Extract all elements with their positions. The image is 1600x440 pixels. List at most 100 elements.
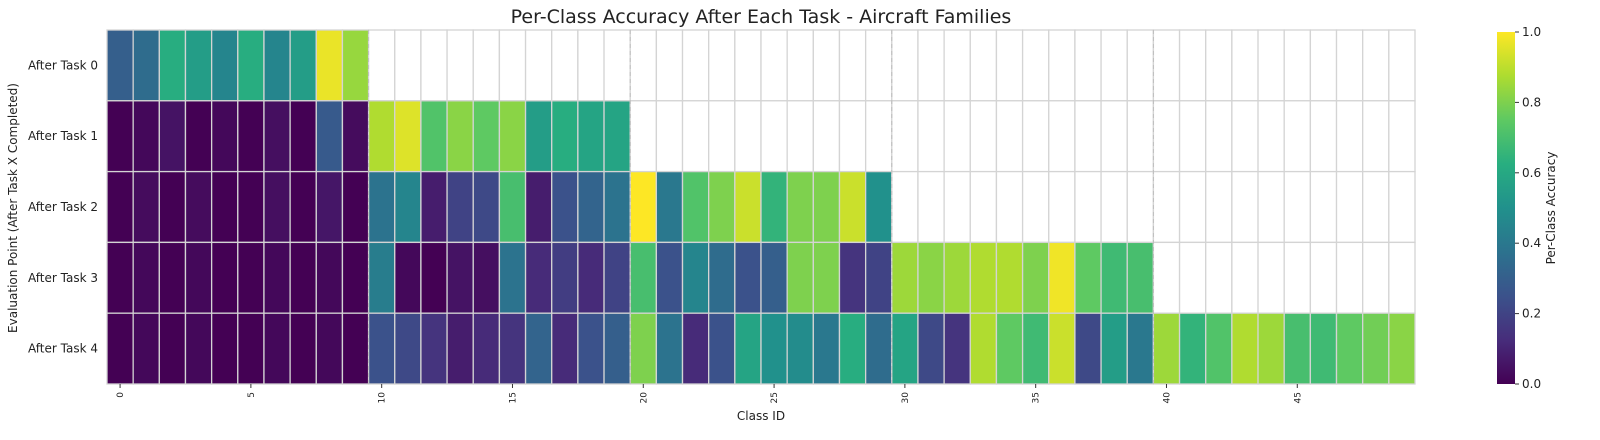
heatmap-cell — [1309, 241, 1338, 314]
heatmap-cell — [1309, 100, 1338, 173]
heatmap-cell — [943, 29, 971, 102]
heatmap-cell — [263, 170, 291, 244]
heatmap-cell — [263, 312, 291, 385]
heatmap-cell — [341, 29, 370, 102]
heatmap-cell — [1152, 312, 1181, 385]
x-tick-label: 20 — [639, 392, 649, 404]
heatmap-cell — [1021, 29, 1050, 102]
heatmap-cell — [995, 100, 1024, 173]
heatmap-cell — [184, 241, 213, 314]
heatmap-cell — [629, 312, 658, 385]
heatmap-cell — [472, 100, 501, 173]
heatmap-cell — [237, 241, 265, 314]
heatmap-cell — [1231, 170, 1259, 244]
heatmap-cell — [472, 29, 501, 102]
heatmap-cell — [812, 170, 841, 244]
heatmap-cell — [838, 170, 867, 244]
heatmap-cell — [891, 241, 919, 314]
colorbar-label: Per-Class Accuracy — [1544, 152, 1558, 265]
heatmap-cell — [1126, 241, 1155, 314]
heatmap-cell — [498, 170, 527, 244]
colorbar-ticks: 0.0 0.2 0.4 0.6 0.8 1.0 — [1515, 25, 1541, 391]
heatmap-cell — [106, 170, 134, 244]
heatmap-cell — [917, 241, 945, 314]
heatmap-cell — [498, 312, 527, 385]
heatmap-cell — [577, 100, 605, 173]
heatmap-cell — [315, 312, 344, 385]
heatmap-cell — [551, 29, 579, 102]
heatmap-cell — [943, 170, 971, 244]
heatmap-cell — [786, 100, 814, 173]
heatmap-cell — [734, 170, 762, 244]
heatmap-cell — [132, 170, 160, 244]
colorbar-tick-label: 0.2 — [1522, 307, 1541, 321]
heatmap-cell — [629, 100, 658, 173]
heatmap-cell — [420, 170, 448, 244]
heatmap-cell — [446, 29, 474, 102]
y-tick-labels: After Task 0 After Task 1 After Task 2 Afte… — [28, 58, 98, 355]
heatmap-cell — [158, 100, 187, 173]
chart-title: Per-Class Accuracy After Each Task - Air… — [511, 6, 1012, 28]
heatmap-cell — [864, 29, 893, 102]
heatmap-cell — [943, 241, 971, 314]
heatmap-cell — [237, 312, 265, 385]
heatmap-cell — [1126, 312, 1155, 385]
heatmap-cell — [1048, 29, 1076, 102]
heatmap-cell — [1178, 170, 1207, 244]
heatmap-cell — [1362, 241, 1390, 314]
heatmap-cell — [1283, 241, 1312, 314]
heatmap-cell — [1231, 29, 1259, 102]
heatmap-cell — [708, 100, 736, 173]
heatmap-cell — [210, 312, 239, 385]
heatmap-cell — [1335, 100, 1364, 173]
heatmap-cell — [1362, 100, 1390, 173]
heatmap-cell — [681, 170, 710, 244]
heatmap-cell — [629, 241, 658, 314]
heatmap-cell — [891, 29, 919, 102]
heatmap-cell — [184, 312, 213, 385]
heatmap-cell — [1074, 170, 1102, 244]
colorbar-tick-label: 0.8 — [1522, 95, 1541, 109]
heatmap-cell — [132, 241, 160, 314]
heatmap-cell — [1048, 241, 1076, 314]
heatmap-cell — [603, 100, 631, 173]
heatmap-cell — [289, 170, 317, 244]
heatmap-cell — [1362, 312, 1390, 385]
heatmap-cell — [524, 312, 553, 385]
heatmap-cell — [786, 29, 814, 102]
heatmap-cell — [786, 312, 814, 385]
heatmap-cell — [1257, 241, 1285, 314]
heatmap-cell — [577, 241, 605, 314]
x-tick-label: 45 — [1293, 392, 1303, 403]
heatmap-cell — [734, 29, 762, 102]
heatmap-cell — [315, 29, 344, 102]
heatmap-cell — [263, 100, 291, 173]
heatmap-cell — [1100, 100, 1128, 173]
heatmap-cell — [1178, 100, 1207, 173]
heatmap-cell — [1362, 29, 1390, 102]
heatmap-cell — [1178, 312, 1207, 385]
heatmap-cell — [158, 170, 187, 244]
heatmap-cell — [1205, 170, 1233, 244]
heatmap-cell — [891, 100, 919, 173]
heatmap-cell — [891, 170, 919, 244]
heatmap-cell — [864, 241, 893, 314]
x-tick-label: 35 — [1032, 392, 1042, 403]
heatmap-cell — [1205, 29, 1233, 102]
heatmap-cell — [1388, 170, 1416, 244]
heatmap-cell — [969, 100, 998, 173]
heatmap-cell — [1074, 241, 1102, 314]
heatmap-cell — [681, 29, 710, 102]
heatmap-cell — [760, 241, 788, 314]
heatmap-cell — [237, 29, 265, 102]
heatmap-cell — [158, 312, 187, 385]
heatmap-cell — [603, 312, 631, 385]
heatmap-cell — [708, 241, 736, 314]
heatmap-cell — [394, 100, 422, 173]
heatmap-cell — [603, 241, 631, 314]
x-ticks: 0 5 10 15 20 25 30 35 40 45 — [116, 384, 1303, 403]
heatmap-cell — [838, 29, 867, 102]
heatmap-cell — [864, 100, 893, 173]
heatmap-cell — [1309, 312, 1338, 385]
